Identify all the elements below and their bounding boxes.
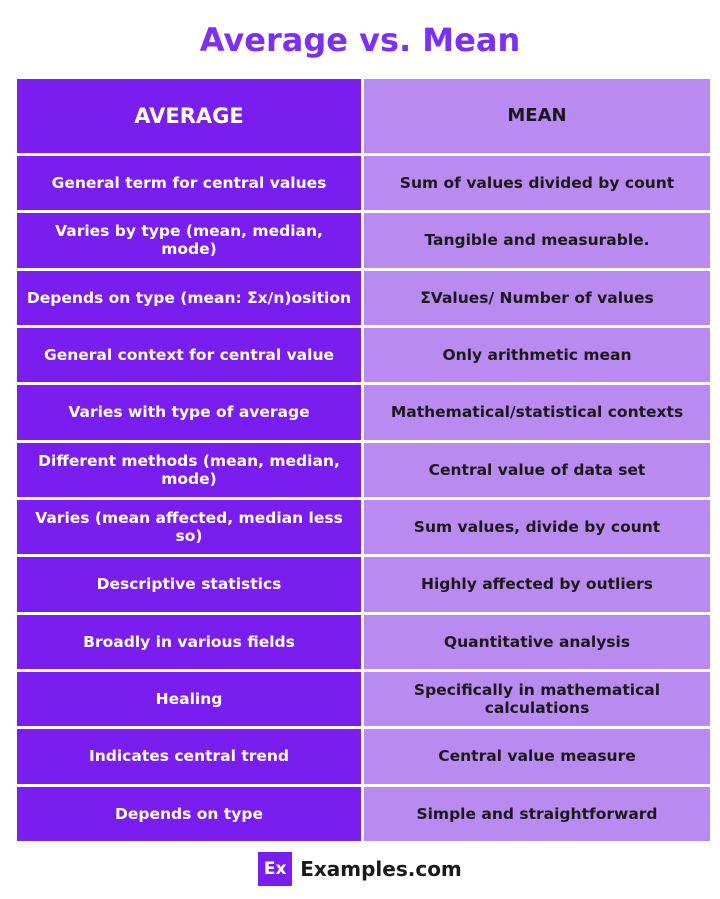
header-mean: MEAN bbox=[364, 79, 710, 153]
examples-logo-icon: Ex bbox=[258, 852, 293, 886]
average-cell: Different methods (mean, median, mode) bbox=[17, 442, 361, 497]
mean-cell: ΣValues/ Number of values bbox=[364, 270, 710, 325]
average-cell: Varies with type of average bbox=[17, 385, 361, 440]
mean-cell: Only arithmetic mean bbox=[364, 327, 710, 383]
footer-brand[interactable]: Ex Examples.com bbox=[0, 851, 720, 887]
mean-cell: Sum of values divided by count bbox=[364, 156, 710, 211]
mean-cell: Specifically in mathematical calculation… bbox=[364, 671, 710, 727]
mean-cell: Central value measure bbox=[364, 729, 710, 784]
mean-cell: Sum values, divide by count bbox=[364, 499, 710, 555]
average-cell: Broadly in various fields bbox=[17, 614, 361, 669]
comparison-table: AVERAGE MEAN General term for central va… bbox=[17, 79, 710, 841]
average-cell: Varies (mean affected, median less so) bbox=[17, 499, 361, 555]
header-average: AVERAGE bbox=[17, 79, 361, 153]
average-cell: Depends on type bbox=[17, 786, 361, 841]
mean-cell: Quantitative analysis bbox=[364, 614, 710, 669]
average-cell: Indicates central trend bbox=[17, 729, 361, 784]
average-cell: Descriptive statistics bbox=[17, 557, 361, 612]
brand-name: Examples.com bbox=[300, 857, 462, 881]
page-title: Average vs. Mean bbox=[199, 21, 521, 59]
average-cell: General context for central value bbox=[17, 327, 361, 383]
mean-cell: Simple and straightforward bbox=[364, 786, 710, 841]
average-cell: Varies by type (mean, median, mode) bbox=[17, 213, 361, 268]
average-cell: Depends on type (mean: Σx/n)osition bbox=[17, 270, 361, 325]
mean-cell: Highly affected by outliers bbox=[364, 557, 710, 612]
mean-cell: Mathematical/statistical contexts bbox=[364, 385, 710, 440]
mean-cell: Central value of data set bbox=[364, 442, 710, 497]
average-cell: General term for central values bbox=[17, 156, 361, 211]
mean-cell: Tangible and measurable. bbox=[364, 213, 710, 268]
average-cell: Healing bbox=[17, 671, 361, 727]
